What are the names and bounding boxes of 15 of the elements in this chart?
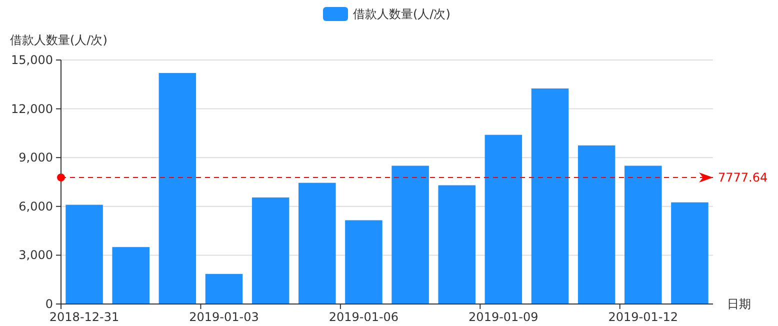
y-tick-label: 3,000 bbox=[18, 248, 53, 262]
ref-line-label: 7777.64 bbox=[718, 170, 768, 184]
y-tick-label: 15,000 bbox=[11, 53, 53, 67]
x-tick-label: 2018-12-31 bbox=[49, 310, 120, 324]
y-tick-label: 6,000 bbox=[18, 199, 53, 214]
y-tick-label: 9,000 bbox=[18, 150, 53, 165]
x-tick-label: 2019-01-09 bbox=[468, 310, 538, 324]
x-tick-label: 2019-01-12 bbox=[608, 310, 678, 324]
y-tick-label: 12,000 bbox=[11, 102, 53, 116]
y-axis-title: 借款人数量(人/次) bbox=[10, 33, 108, 47]
x-axis-title: 日期 bbox=[727, 297, 751, 311]
y-tick-label: 0 bbox=[45, 297, 53, 311]
legend-label: 借款人数量(人/次) bbox=[353, 7, 450, 21]
x-tick-label: 2019-01-03 bbox=[189, 310, 259, 324]
x-tick-label: 2019-01-06 bbox=[328, 310, 399, 324]
